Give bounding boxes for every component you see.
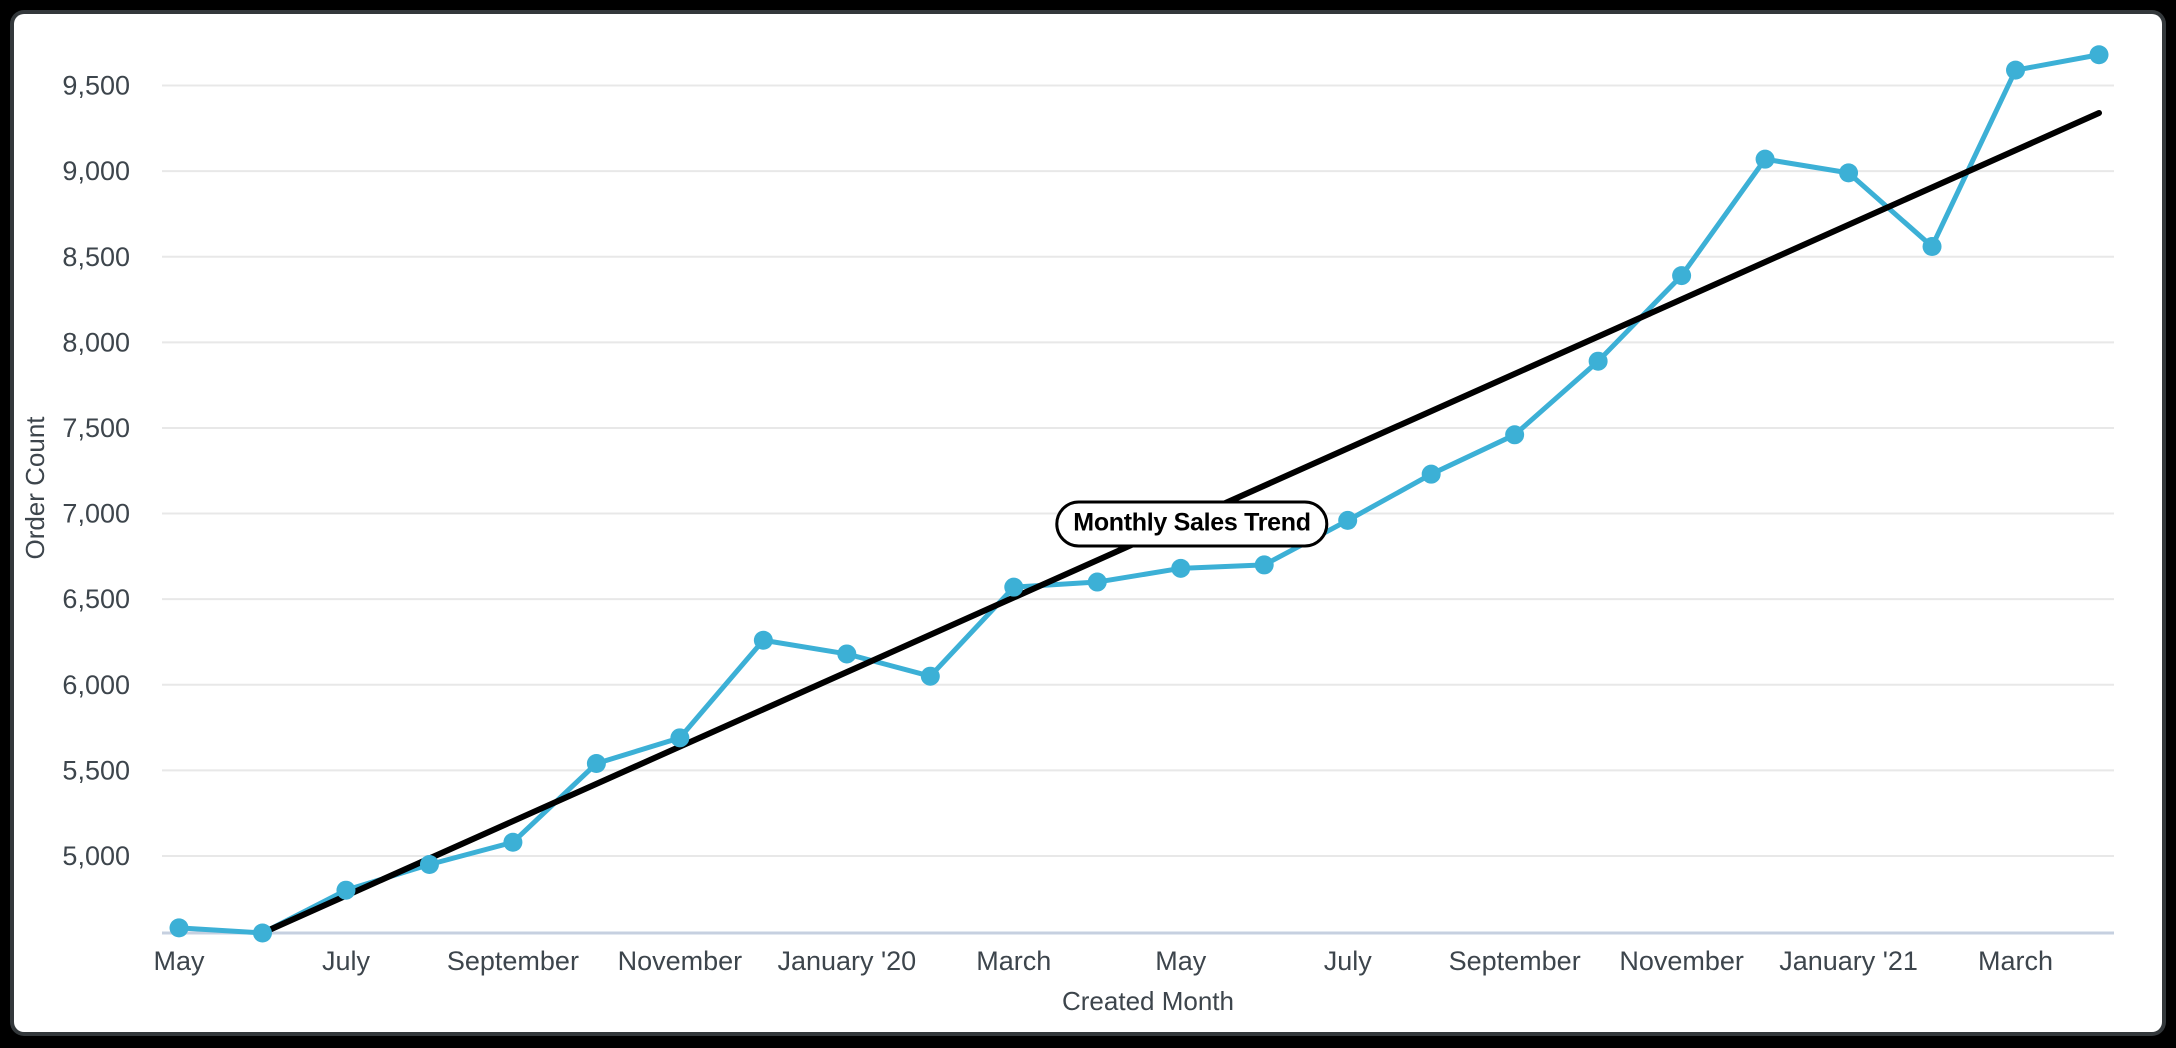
x-axis-tick-label: September (447, 946, 579, 976)
y-axis-tick-label: 8,000 (62, 327, 130, 357)
data-point-marker[interactable] (252, 923, 272, 943)
chart-title-badge: Monthly Sales Trend (1055, 500, 1329, 548)
chart-title: Monthly Sales Trend (1073, 508, 1311, 537)
y-axis-tick-label: 6,500 (62, 584, 130, 614)
x-axis-tick-label: November (618, 946, 743, 976)
data-point-marker[interactable] (503, 832, 523, 852)
data-point-marker[interactable] (1588, 351, 1608, 371)
y-axis-title: Order Count (20, 416, 50, 560)
y-axis-tick-label: 5,000 (62, 841, 130, 871)
x-axis-tick-label: July (1324, 946, 1373, 976)
data-point-marker[interactable] (1421, 464, 1441, 484)
x-axis-title: Created Month (1062, 986, 1234, 1016)
y-axis-tick-label: 6,000 (62, 670, 130, 700)
data-point-marker[interactable] (419, 855, 439, 875)
x-axis-tick-label: July (322, 946, 371, 976)
chart-canvas[interactable]: 5,000 5,500 6,000 6,500 7,000 7,500 8,000 8,500… (14, 14, 2162, 1032)
data-point-marker[interactable] (586, 754, 606, 774)
x-axis-tick-label: March (1978, 946, 2053, 976)
y-axis-tick-label: 7,000 (62, 499, 130, 529)
data-point-marker[interactable] (837, 644, 857, 664)
data-point-marker[interactable] (1922, 236, 1942, 256)
x-axis-tick-label: January '20 (777, 946, 916, 976)
y-axis-tick-label: 7,500 (62, 413, 130, 443)
y-axis-tick-label: 5,500 (62, 755, 130, 785)
data-point-marker[interactable] (336, 880, 356, 900)
y-axis-ticks-group: 5,000 5,500 6,000 6,500 7,000 7,500 8,000 8,500… (62, 71, 130, 871)
data-point-marker[interactable] (2006, 60, 2026, 80)
data-point-marker[interactable] (1171, 558, 1191, 578)
data-point-marker[interactable] (1004, 577, 1024, 597)
data-point-marker[interactable] (753, 630, 773, 650)
data-point-marker[interactable] (169, 918, 189, 938)
y-axis-tick-label: 9,500 (62, 71, 130, 101)
data-point-marker[interactable] (1087, 572, 1107, 592)
chart-card: 5,000 5,500 6,000 6,500 7,000 7,500 8,000 8,500… (14, 14, 2162, 1032)
x-axis-tick-label: January '21 (1779, 946, 1918, 976)
x-axis-tick-label: November (1619, 946, 1744, 976)
sales-series-line (176, 52, 2102, 936)
series-group (169, 45, 2109, 943)
data-point-marker[interactable] (2089, 45, 2109, 65)
x-axis-tick-label: May (1155, 946, 1207, 976)
data-point-marker[interactable] (1254, 555, 1274, 575)
x-axis-tick-label: September (1449, 946, 1581, 976)
x-axis-ticks-group: May July September November January '20 March… (153, 946, 2053, 976)
data-point-marker[interactable] (1672, 266, 1692, 286)
data-point-marker[interactable] (1338, 510, 1358, 530)
y-axis-tick-label: 8,500 (62, 242, 130, 272)
y-axis-tick-label: 9,000 (62, 156, 130, 186)
x-axis-tick-label: March (976, 946, 1051, 976)
data-point-marker[interactable] (920, 666, 940, 686)
data-point-marker[interactable] (1839, 163, 1859, 183)
data-point-marker[interactable] (1755, 149, 1775, 169)
x-axis-tick-label: May (153, 946, 205, 976)
data-point-marker[interactable] (670, 728, 690, 748)
data-point-marker[interactable] (1505, 425, 1525, 445)
